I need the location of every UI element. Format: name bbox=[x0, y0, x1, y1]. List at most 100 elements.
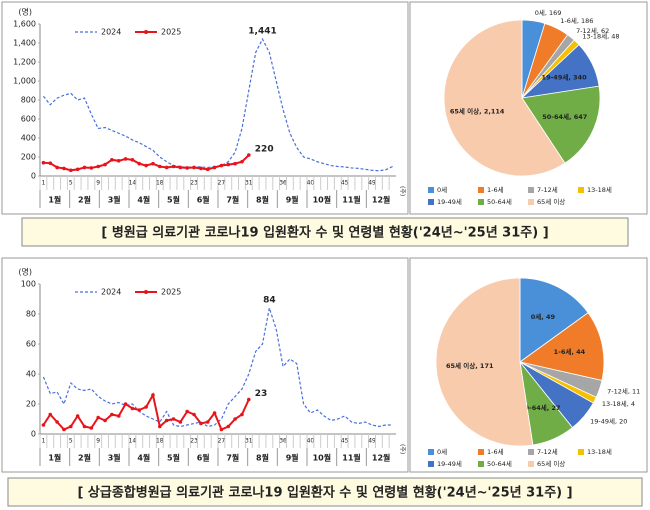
month-label: 7월 bbox=[226, 453, 239, 463]
pie-slice bbox=[521, 85, 601, 164]
legend-label: 7-12세 bbox=[537, 185, 558, 194]
point bbox=[212, 411, 217, 415]
legend-swatch bbox=[478, 187, 484, 193]
x-tick-label: 36 bbox=[279, 180, 287, 187]
slice-label: 65세 이상, 2,114 bbox=[450, 106, 505, 115]
month-label: 5월 bbox=[167, 453, 180, 463]
y-axis-label: (명) bbox=[18, 7, 32, 17]
slice-label: 50-64세, 647 bbox=[542, 112, 587, 121]
point bbox=[205, 420, 210, 424]
point bbox=[199, 166, 203, 171]
y-tick-label: 60 bbox=[26, 340, 36, 349]
legend-label: 50-64세 bbox=[487, 197, 512, 206]
y-axis-label: (명) bbox=[18, 267, 32, 277]
slice-label: 7-12세, 62 bbox=[576, 26, 609, 35]
month-label: 4월 bbox=[137, 195, 150, 205]
legend-label: 2024 bbox=[101, 28, 121, 37]
y-tick-label: 20 bbox=[26, 400, 36, 409]
y-tick-label: 1,200 bbox=[13, 58, 36, 67]
month-label: 2월 bbox=[78, 195, 91, 205]
panel-border bbox=[409, 257, 648, 473]
point bbox=[137, 161, 142, 166]
point bbox=[82, 165, 87, 170]
point bbox=[116, 159, 121, 163]
point bbox=[144, 405, 148, 409]
point bbox=[171, 417, 176, 421]
x-tick-label: 40 bbox=[307, 438, 315, 445]
month-label: 8월 bbox=[256, 195, 269, 205]
caption-box bbox=[7, 477, 643, 507]
point bbox=[55, 165, 59, 170]
month-label: 3월 bbox=[108, 453, 121, 463]
series-line bbox=[42, 307, 393, 428]
point bbox=[123, 157, 128, 161]
point bbox=[219, 427, 224, 432]
point bbox=[55, 420, 59, 424]
slice-label: 13-18세, 48 bbox=[582, 32, 619, 41]
y-tick-label: 600 bbox=[21, 115, 36, 124]
point bbox=[96, 164, 100, 169]
x-tick-label: 1 bbox=[42, 180, 46, 187]
legend-swatch bbox=[428, 187, 434, 193]
legend-label: 50-64세 bbox=[487, 459, 512, 468]
x-tick-label: 49 bbox=[368, 180, 376, 187]
pie-slice bbox=[519, 312, 605, 381]
caption: [ 상급종합병원급 의료기관 코로나19 입원환자 수 및 연령별 현황('24… bbox=[77, 485, 572, 501]
x-tick-label: 5 bbox=[69, 438, 73, 445]
legend-swatch bbox=[578, 187, 584, 193]
point bbox=[226, 162, 231, 167]
legend-swatch bbox=[528, 461, 534, 467]
slice-label: 13-18세, 4 bbox=[602, 399, 635, 408]
slice-label: 1-6세, 44 bbox=[554, 347, 586, 356]
month-label: 11월 bbox=[342, 453, 361, 463]
month-label: 7월 bbox=[226, 195, 239, 205]
month-label: 10월 bbox=[313, 195, 332, 205]
legend-marker bbox=[144, 30, 148, 34]
point bbox=[219, 163, 224, 168]
caption-box bbox=[21, 217, 629, 247]
point bbox=[178, 420, 183, 424]
panel-border bbox=[1, 1, 409, 215]
point bbox=[171, 164, 176, 169]
x-tick-label: 23 bbox=[190, 180, 198, 187]
legend-label: 1-6세 bbox=[487, 185, 504, 194]
legend-label: 7-12세 bbox=[537, 447, 558, 456]
x-tick-label: 5 bbox=[69, 180, 73, 187]
slice-label: 19-49세, 340 bbox=[542, 73, 588, 82]
data-label: 23 bbox=[255, 389, 268, 399]
slice-label: 1-6세, 186 bbox=[560, 16, 593, 25]
x-tick-label: 36 bbox=[279, 438, 287, 445]
legend-marker bbox=[144, 290, 148, 294]
point bbox=[103, 418, 107, 423]
y-tick-label: 0 bbox=[31, 172, 36, 181]
point bbox=[48, 412, 53, 417]
point bbox=[110, 412, 114, 417]
caption: [ 병원급 의료기관 코로나19 입원환자 수 및 연령별 현황('24년~'2… bbox=[101, 225, 548, 241]
point bbox=[151, 393, 155, 397]
point bbox=[75, 414, 80, 418]
month-label: 6월 bbox=[197, 453, 210, 463]
point bbox=[137, 408, 142, 412]
point bbox=[240, 159, 244, 164]
point bbox=[96, 415, 100, 420]
point bbox=[69, 424, 73, 429]
month-label: 11월 bbox=[342, 195, 361, 205]
x-tick-label: 45 bbox=[341, 438, 349, 445]
legend-label: 65세 이상 bbox=[537, 197, 565, 206]
pie-slice bbox=[443, 19, 566, 177]
slice-label: 0세, 169 bbox=[535, 8, 562, 17]
x-tick-label: 31 bbox=[245, 180, 253, 187]
point bbox=[62, 166, 66, 171]
x-tick-label: 18 bbox=[156, 180, 164, 187]
pie-slice bbox=[435, 277, 534, 447]
slice-label: 50-64세, 27 bbox=[520, 403, 561, 412]
legend-swatch bbox=[478, 449, 484, 455]
point bbox=[130, 406, 135, 411]
panel-border bbox=[1, 257, 409, 473]
y-tick-label: 1,000 bbox=[13, 77, 36, 86]
x-tick-label: 9 bbox=[96, 180, 100, 187]
legend-label: 2025 bbox=[161, 288, 181, 297]
month-label: 4월 bbox=[137, 453, 150, 463]
legend-label: 1-6세 bbox=[487, 447, 504, 456]
legend-swatch bbox=[478, 461, 484, 467]
